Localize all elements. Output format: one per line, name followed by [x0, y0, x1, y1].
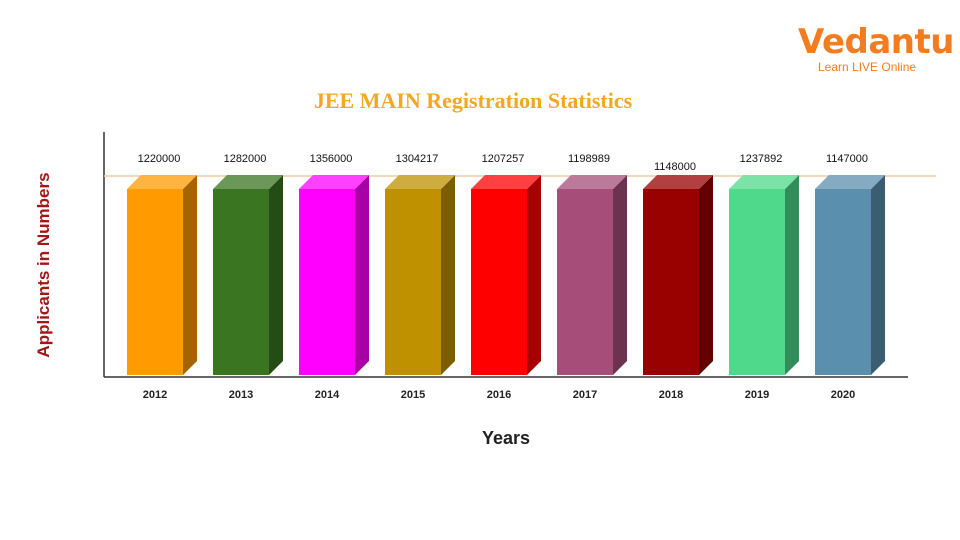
bar-2012 [127, 189, 183, 375]
tick-label-2017: 2017 [573, 389, 597, 401]
bar-top-2012 [127, 175, 197, 189]
bar-2014 [299, 189, 355, 375]
chart-title: JEE MAIN Registration Statistics [313, 88, 633, 113]
vedantu-logo: Vedantu Learn LIVE Online [798, 22, 954, 74]
bar-top-2015 [385, 175, 455, 189]
bar-2019 [729, 189, 785, 375]
logo-brand: Vedantu [798, 22, 954, 62]
data-label-2020: 1147000 [826, 153, 868, 165]
data-label-2018: 1148000 [654, 161, 696, 173]
bar-2013 [213, 189, 269, 375]
tick-label-2018: 2018 [659, 389, 683, 401]
data-label-2013: 1282000 [224, 153, 267, 165]
bar-2018 [643, 189, 699, 375]
bar-top-2014 [299, 175, 369, 189]
tick-label-2012: 2012 [143, 389, 167, 401]
bar-2020 [815, 189, 871, 375]
bar-top-2016 [471, 175, 541, 189]
tick-label-2013: 2013 [229, 389, 253, 401]
bar-side-2020 [871, 175, 885, 375]
data-label-2014: 1356000 [310, 153, 353, 165]
bar-side-2012 [183, 175, 197, 375]
bar-2015 [385, 189, 441, 375]
bar-top-2017 [557, 175, 627, 189]
tick-label-2014: 2014 [315, 389, 340, 401]
tick-label-2019: 2019 [745, 389, 769, 401]
bar-side-2013 [269, 175, 283, 375]
y-axis-label: Applicants in Numbers [34, 172, 53, 358]
bar-side-2017 [613, 175, 627, 375]
bar-top-2018 [643, 175, 713, 189]
data-label-2012: 1220000 [138, 153, 181, 165]
tick-label-2020: 2020 [831, 389, 855, 401]
x-axis-label: Years [481, 428, 531, 448]
bar-2017 [557, 189, 613, 375]
logo-tagline: Learn LIVE Online [818, 60, 917, 74]
tick-label-2016: 2016 [487, 389, 511, 401]
bar-top-2020 [815, 175, 885, 189]
data-label-2019: 1237892 [740, 153, 783, 165]
bar-side-2019 [785, 175, 799, 375]
data-label-2017: 1198989 [568, 153, 610, 165]
bar-side-2018 [699, 175, 713, 375]
tick-label-2015: 2015 [401, 389, 425, 401]
bar-side-2016 [527, 175, 541, 375]
bar-side-2015 [441, 175, 455, 375]
bar-top-2019 [729, 175, 799, 189]
data-label-2016: 1207257 [482, 153, 525, 165]
bar-side-2014 [355, 175, 369, 375]
bar-top-2013 [213, 175, 283, 189]
bar-2016 [471, 189, 527, 375]
data-label-2015: 1304217 [396, 153, 439, 165]
